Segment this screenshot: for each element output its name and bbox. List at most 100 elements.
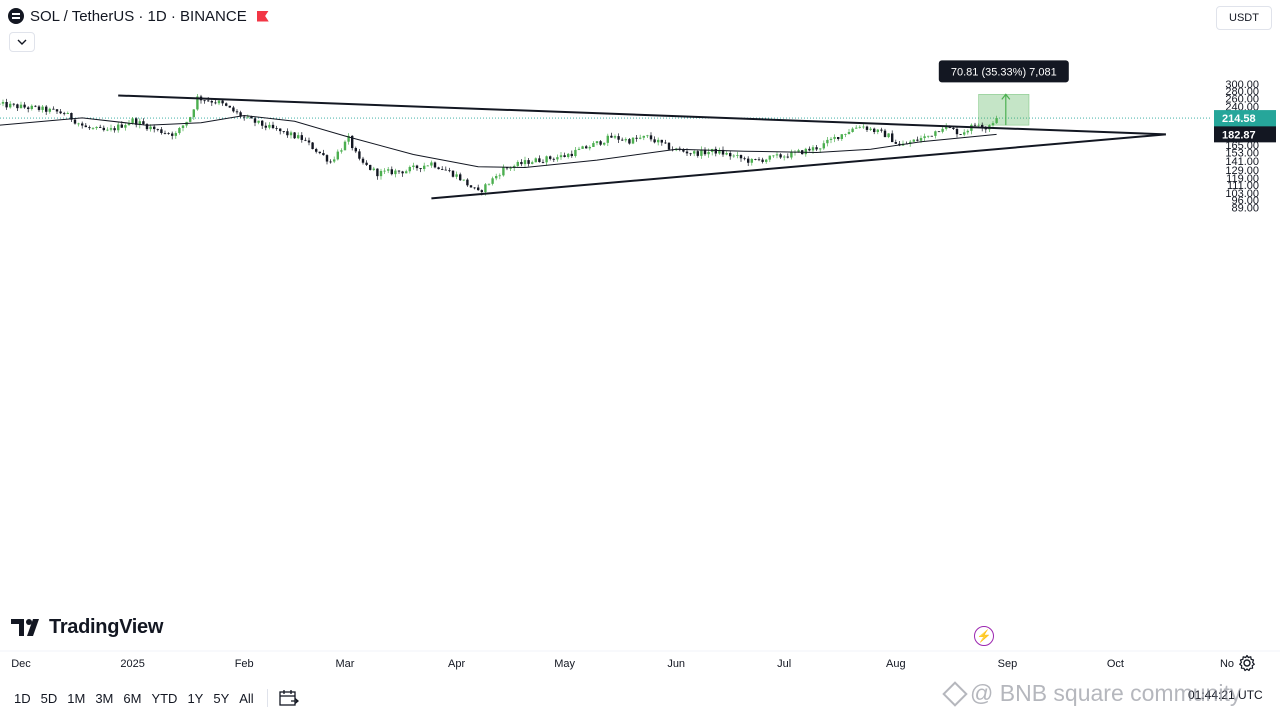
triangle-trendlines[interactable]: [118, 94, 1166, 200]
candle-body: [775, 154, 779, 156]
candle-body: [315, 149, 318, 152]
candle-body: [894, 142, 897, 144]
candle-body: [779, 154, 782, 158]
candle-body: [333, 159, 336, 162]
candle-body: [192, 109, 195, 118]
candle-body: [336, 151, 339, 160]
candle-body: [743, 158, 746, 160]
candle-body: [667, 142, 671, 150]
candle-body: [595, 141, 599, 144]
x-tick-label: No: [1220, 658, 1234, 670]
flag-icon[interactable]: [256, 10, 269, 22]
candle-body: [163, 132, 167, 134]
candle-body: [509, 168, 512, 169]
upper-trendline[interactable]: [118, 94, 1166, 136]
range-button-all[interactable]: All: [239, 690, 254, 706]
range-box[interactable]: [978, 94, 1030, 126]
candle-body: [235, 111, 239, 113]
candle-body: [588, 146, 591, 149]
candle-body: [523, 160, 527, 165]
lightning-icon[interactable]: ⚡: [974, 626, 994, 646]
range-button-3m[interactable]: 3M: [95, 690, 114, 706]
candle-body: [858, 126, 861, 128]
candle-body: [941, 128, 944, 132]
candle-body: [909, 141, 912, 144]
candle-body: [624, 139, 627, 141]
candle-body: [311, 142, 314, 150]
candle-body: [41, 106, 44, 110]
candle-body: [127, 123, 131, 126]
candle-body: [347, 135, 350, 142]
candle-body: [829, 138, 833, 140]
range-button-6m[interactable]: 6M: [123, 690, 142, 706]
candle-body: [239, 112, 242, 117]
candle-body: [707, 151, 710, 155]
candle-body: [840, 134, 843, 139]
clock-utc[interactable]: 01:44:21 UTC: [1188, 688, 1263, 702]
calendar-range-icon[interactable]: [278, 687, 300, 709]
candle-body: [556, 157, 559, 160]
candle-body: [383, 170, 386, 172]
candle-body: [963, 132, 966, 135]
watermark-text: @ BNB square community: [970, 680, 1242, 706]
y-tick-label: 111.00: [1227, 180, 1259, 192]
candle-body: [700, 149, 703, 156]
lower-trendline[interactable]: [431, 133, 1166, 200]
gear-icon[interactable]: [1238, 654, 1256, 672]
x-tick-label: Feb: [235, 658, 254, 670]
candle-body: [293, 132, 296, 139]
candle-body: [466, 179, 469, 186]
x-tick-label: 2025: [120, 658, 144, 670]
y-tick-label: 141.00: [1225, 156, 1259, 168]
candle-body: [113, 128, 116, 131]
candle-body: [178, 128, 181, 134]
range-button-1y[interactable]: 1Y: [187, 690, 204, 706]
candle-body: [847, 131, 851, 135]
candle-body: [84, 125, 87, 128]
candle-body: [437, 167, 440, 170]
candle-body: [5, 101, 8, 108]
currency-button[interactable]: USDT: [1216, 6, 1272, 30]
candle-body: [52, 108, 55, 110]
axes: 300.00280.00260.00240.00220.00200.00165.…: [0, 79, 1280, 670]
x-tick-label: Dec: [11, 658, 31, 670]
candle-body: [167, 133, 170, 134]
candle-body: [473, 187, 476, 189]
candle-body: [48, 108, 51, 112]
range-button-1d[interactable]: 1D: [14, 690, 31, 706]
range-button-1m[interactable]: 1M: [67, 690, 86, 706]
date-range-buttons: 1D 5D 1M 3M 6M YTD 1Y 5Y All: [9, 691, 259, 706]
symbol-title[interactable]: SOL / TetherUS · 1D · BINANCE: [30, 7, 247, 25]
x-tick-label: Sep: [998, 658, 1018, 670]
candle-body: [585, 146, 588, 149]
candle-body: [581, 146, 584, 149]
tradingview-logo[interactable]: TradingView: [11, 616, 163, 639]
range-button-5d[interactable]: 5D: [40, 690, 58, 706]
candle-body: [851, 128, 854, 132]
candle-body: [477, 187, 480, 191]
range-button-ytd[interactable]: YTD: [151, 690, 178, 706]
candle-body: [394, 170, 397, 175]
candle-body: [772, 155, 775, 157]
candle-body: [732, 155, 735, 157]
diamond-icon: [942, 680, 968, 707]
candle-body: [826, 139, 829, 144]
x-tick-label: Mar: [336, 658, 355, 670]
candle-body: [343, 141, 347, 151]
candle-body: [613, 136, 617, 138]
collapse-legend-button[interactable]: [9, 32, 35, 52]
price-range-measure[interactable]: 70.81 (35.33%) 7,081: [938, 60, 1069, 126]
candle-body: [891, 133, 894, 143]
candle-body: [124, 125, 127, 128]
candle-body: [664, 142, 667, 144]
candle-body: [426, 165, 429, 167]
candle-body: [16, 104, 19, 109]
y-tick-label: 96.00: [1231, 195, 1259, 207]
range-button-5y[interactable]: 5Y: [213, 690, 230, 706]
candle-body: [592, 143, 595, 147]
candle-body: [264, 125, 267, 128]
y-tick-label: 300.00: [1225, 79, 1259, 91]
candle-body: [142, 121, 145, 125]
candle-body: [484, 184, 487, 193]
